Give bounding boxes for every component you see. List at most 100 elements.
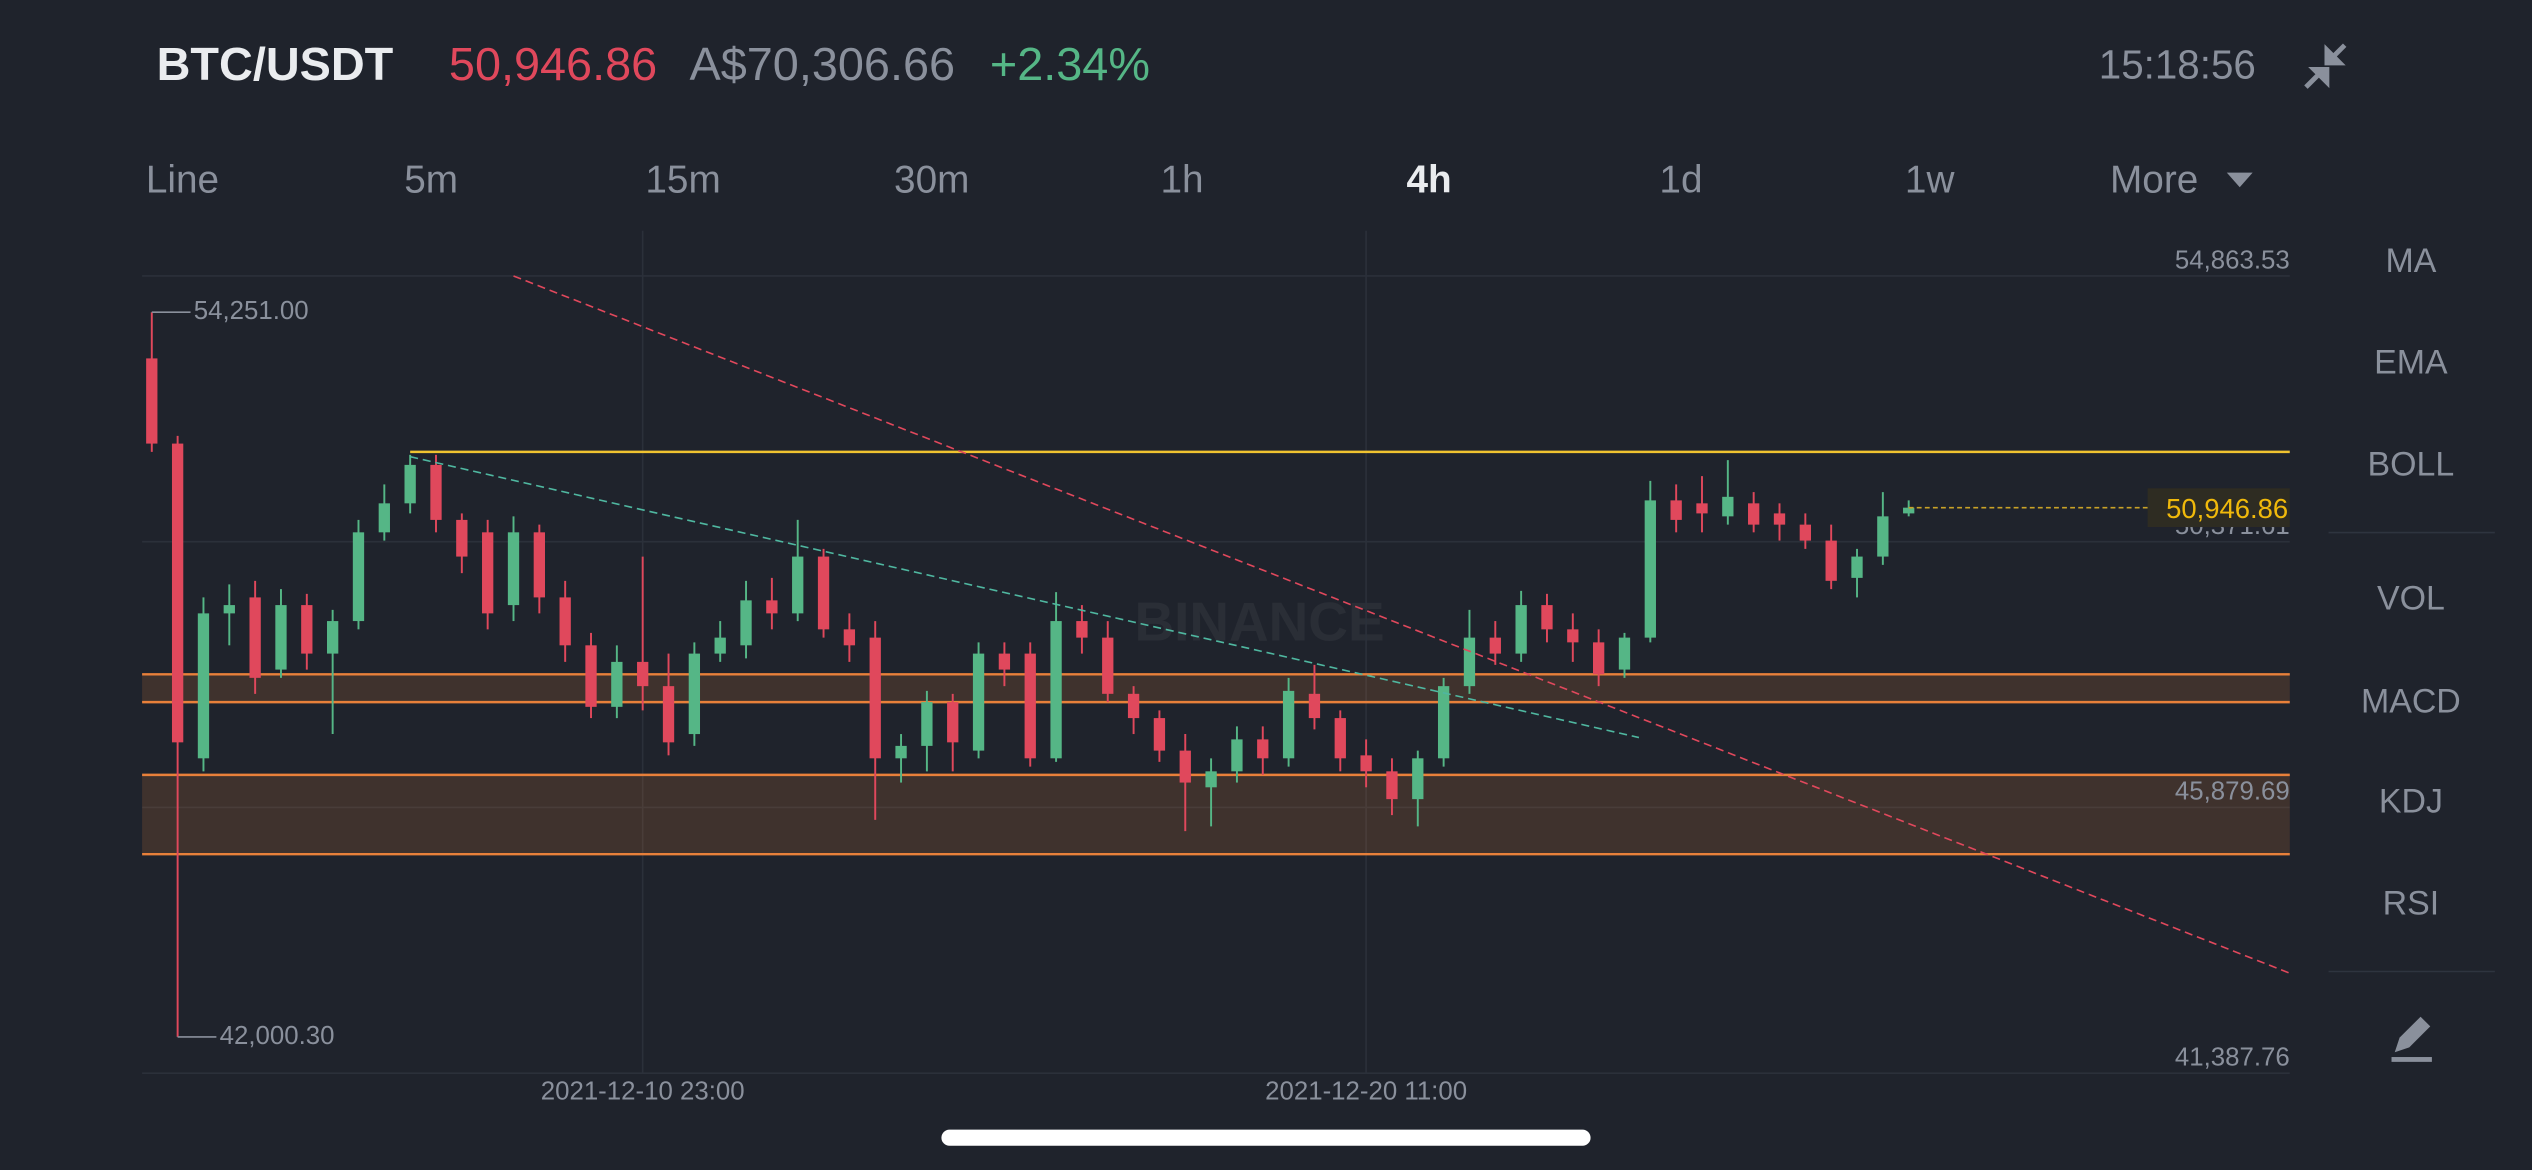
trend-line bbox=[513, 275, 2291, 974]
candle-body bbox=[1799, 524, 1811, 541]
x-tick-label: 2021-12-20 11:00 bbox=[1265, 1077, 1467, 1105]
candle-body bbox=[1024, 653, 1036, 759]
candle-body bbox=[146, 358, 158, 444]
candle-body bbox=[740, 600, 752, 646]
candle-body bbox=[1334, 718, 1346, 759]
candle-body bbox=[1773, 513, 1786, 525]
candle-body bbox=[326, 621, 339, 654]
candle-body bbox=[1308, 693, 1321, 719]
candle-body bbox=[430, 464, 442, 520]
indicator[interactable]: KDJ bbox=[2379, 783, 2443, 821]
candle-body bbox=[223, 605, 235, 614]
candle-body bbox=[378, 503, 390, 533]
y-tick-label: 45,879.69 bbox=[2175, 778, 2290, 806]
candle-body bbox=[1050, 621, 1062, 759]
price-band bbox=[142, 674, 2290, 703]
candle-body bbox=[1696, 503, 1708, 514]
interval-tab[interactable]: 5m bbox=[404, 159, 458, 202]
candle-body bbox=[559, 597, 571, 646]
candle-body bbox=[275, 605, 287, 670]
candle-body bbox=[301, 605, 313, 654]
candle-body bbox=[1386, 771, 1398, 800]
indicator[interactable]: BOLL bbox=[2368, 445, 2455, 483]
candle-body bbox=[404, 464, 416, 504]
candle-body bbox=[249, 597, 261, 678]
candle-body bbox=[456, 519, 468, 557]
indicator[interactable]: EMA bbox=[2374, 344, 2448, 382]
dropdown-arrow[interactable] bbox=[2226, 172, 2253, 188]
candle-body bbox=[1903, 507, 1915, 514]
candle-body bbox=[972, 653, 985, 751]
indicator[interactable]: MACD bbox=[2361, 683, 2461, 721]
candle-body bbox=[792, 556, 804, 614]
candle-body bbox=[1257, 739, 1269, 759]
candle-body bbox=[817, 556, 830, 630]
collapse-icon[interactable] bbox=[2304, 43, 2347, 89]
interval-tab[interactable]: 1d bbox=[1659, 159, 1702, 202]
last-price: 50,946.86 bbox=[449, 38, 657, 90]
indicator[interactable]: MA bbox=[2385, 242, 2436, 280]
candle-body bbox=[895, 745, 907, 759]
draw-tool-icon[interactable] bbox=[2391, 1016, 2432, 1062]
pair[interactable]: BTC/USDT bbox=[157, 38, 394, 90]
candle-body bbox=[533, 532, 545, 598]
candle-body bbox=[1618, 637, 1631, 670]
candle-body bbox=[637, 661, 649, 687]
fiat-price: A$70,306.66 bbox=[690, 38, 956, 90]
trend-line bbox=[409, 455, 1640, 739]
interval-tab[interactable]: Line bbox=[146, 159, 219, 202]
interval-tab[interactable]: 30m bbox=[894, 159, 969, 202]
y-tick-label: 54,863.53 bbox=[2175, 246, 2290, 274]
candle-body bbox=[688, 653, 701, 735]
candle-body bbox=[1282, 690, 1295, 759]
candle-body bbox=[947, 702, 959, 743]
candle-body bbox=[766, 600, 778, 614]
candle-body bbox=[1722, 496, 1734, 517]
interval-tab[interactable]: 1w bbox=[1905, 159, 1956, 202]
candle-body bbox=[1877, 516, 1889, 557]
candle-body bbox=[1231, 739, 1243, 772]
x-tick-label: 2021-12-10 23:00 bbox=[541, 1077, 745, 1105]
indicator[interactable]: RSI bbox=[2383, 884, 2440, 922]
candle-body bbox=[1127, 693, 1140, 719]
candle-body bbox=[714, 637, 726, 654]
candle-body bbox=[1437, 686, 1450, 759]
extreme-label: 42,000.30 bbox=[220, 1022, 335, 1050]
candle-body bbox=[843, 629, 856, 646]
candle-body bbox=[1515, 605, 1527, 654]
candle-body bbox=[1463, 637, 1476, 687]
candle-body bbox=[585, 645, 597, 707]
watermark: BINANCE bbox=[1135, 591, 1385, 653]
candle-body bbox=[1644, 500, 1656, 638]
home-indicator bbox=[941, 1129, 1591, 1146]
chart: 2021-12-10 23:00 2021-12-20 11:00 41,387.7… bbox=[142, 230, 2291, 1105]
candle-body bbox=[1541, 605, 1553, 630]
candle-body bbox=[869, 637, 881, 759]
candle-body bbox=[662, 686, 675, 743]
interval-tab[interactable]: 1h bbox=[1160, 159, 1203, 202]
candle-body bbox=[1205, 771, 1217, 788]
change: +2.34% bbox=[990, 38, 1150, 90]
last-price-label: 50,946.86 bbox=[2166, 493, 2288, 524]
y-tick-label: 41,387.76 bbox=[2175, 1043, 2290, 1071]
last-price-box bbox=[2147, 488, 2290, 528]
candle-body bbox=[1748, 503, 1760, 525]
interval-tab[interactable]: More bbox=[2110, 159, 2198, 202]
candle-body bbox=[1592, 642, 1605, 675]
candle-body bbox=[1179, 750, 1191, 783]
interval-tab[interactable]: 15m bbox=[645, 159, 720, 202]
candle-body bbox=[1567, 629, 1579, 643]
candle-body bbox=[1851, 556, 1863, 578]
candle-body bbox=[482, 532, 494, 614]
candle-body bbox=[507, 532, 520, 606]
extreme-label: 54,251.00 bbox=[194, 297, 309, 325]
candle-body bbox=[921, 702, 933, 746]
indicator[interactable]: VOL bbox=[2377, 579, 2445, 617]
candle-body bbox=[1360, 755, 1372, 772]
candle-body bbox=[998, 653, 1011, 670]
interval-tab[interactable]: 4h bbox=[1406, 159, 1451, 202]
clock: 15:18:56 bbox=[2099, 41, 2256, 87]
